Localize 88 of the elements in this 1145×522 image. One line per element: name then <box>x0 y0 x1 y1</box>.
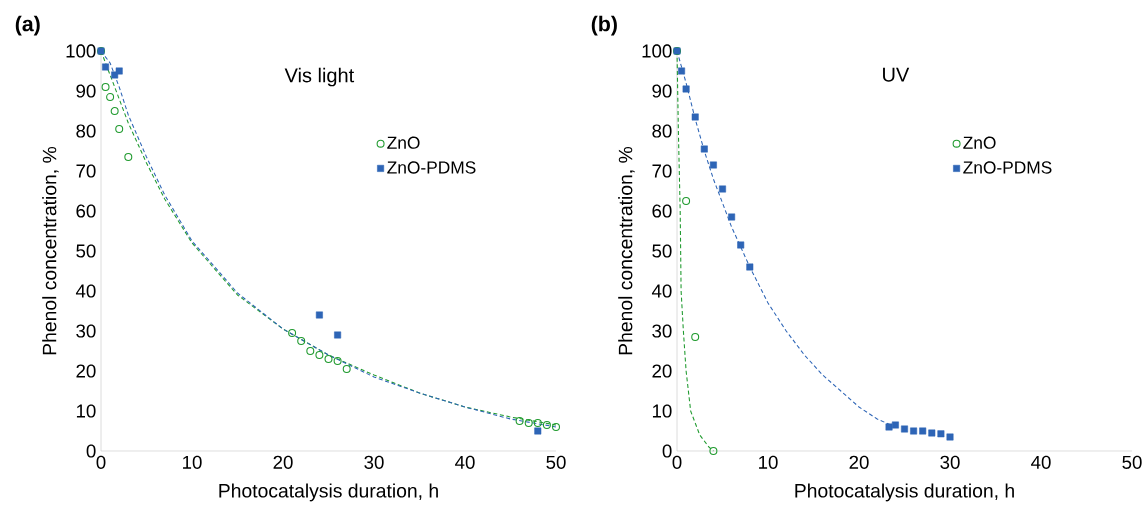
y-tick-label: 40 <box>75 284 96 298</box>
legend-label: ZnO <box>963 136 996 149</box>
y-tick-label: 0 <box>662 444 672 458</box>
point <box>682 196 691 206</box>
point <box>110 106 119 115</box>
point <box>324 354 333 364</box>
y-tick-label: 30 <box>652 324 672 338</box>
point <box>746 263 754 271</box>
point <box>297 336 306 346</box>
y-tick-label: 60 <box>76 204 96 218</box>
point <box>682 85 690 93</box>
point <box>515 417 524 426</box>
point <box>315 350 324 360</box>
x-tick-label: 20 <box>849 455 869 469</box>
x-tick-label: 10 <box>759 455 778 469</box>
legend-label: ZnO-PDMS <box>963 161 1052 174</box>
point <box>552 422 561 431</box>
y-tick-label: 90 <box>652 84 672 98</box>
point <box>115 124 124 133</box>
point <box>106 92 115 101</box>
point <box>678 67 686 75</box>
legend-label: ZnO <box>387 136 420 149</box>
x-tick-label: 50 <box>546 455 566 469</box>
point <box>891 421 899 429</box>
text: (a) <box>15 15 40 36</box>
y-tick-label: 80 <box>76 124 96 138</box>
text: Vis light <box>284 67 355 87</box>
x-tick-label: 10 <box>183 455 202 469</box>
x-tick-label: 30 <box>364 455 384 469</box>
point <box>910 427 918 435</box>
point <box>524 418 533 428</box>
point <box>728 213 736 221</box>
y-tick-label: 10 <box>652 404 672 418</box>
point <box>946 433 954 441</box>
y-axis-title: Phenol concentration, % <box>42 146 59 355</box>
y-tick-label: 50 <box>76 244 96 258</box>
point <box>709 161 717 169</box>
y-tick-label: 40 <box>651 284 672 298</box>
x-tick-label: 40 <box>455 455 475 469</box>
y-tick-label: 70 <box>652 164 672 178</box>
y-tick-label: 60 <box>652 204 672 218</box>
y-tick-label: 80 <box>652 124 672 138</box>
point <box>737 241 745 249</box>
y-tick-label: 20 <box>76 364 96 378</box>
y-tick-label: 30 <box>76 324 96 338</box>
text: UV <box>883 67 910 82</box>
point <box>937 430 945 438</box>
y-tick-label: 100 <box>66 44 96 58</box>
x-tick-label: 20 <box>273 455 293 469</box>
point <box>115 67 123 75</box>
point <box>901 425 908 433</box>
y-tick-label: 90 <box>76 84 96 98</box>
y-tick-label: 70 <box>76 164 96 178</box>
point <box>333 356 342 366</box>
point <box>885 423 893 431</box>
point <box>709 446 718 456</box>
point <box>700 145 708 153</box>
x-tick-label: 0 <box>96 455 106 469</box>
point <box>342 365 351 374</box>
point <box>315 311 323 319</box>
point <box>919 427 927 435</box>
point <box>334 331 342 339</box>
text: (b) <box>591 15 617 36</box>
point <box>102 63 110 71</box>
x-tick-label: 40 <box>1031 455 1051 469</box>
x-tick-label: 30 <box>940 455 960 469</box>
point <box>533 418 542 428</box>
legend-label: ZnO-PDMS <box>387 161 476 174</box>
point <box>719 185 726 193</box>
x-axis-title: Photocatalysis duration, h <box>219 483 438 502</box>
point <box>288 328 297 338</box>
y-axis-title: Phenol concentration, % <box>618 146 635 355</box>
y-tick-label: 50 <box>652 244 672 258</box>
point <box>534 427 542 435</box>
point <box>124 152 133 161</box>
point <box>542 421 551 430</box>
point <box>691 113 699 121</box>
point <box>101 82 110 92</box>
point <box>306 347 315 356</box>
y-tick-label: 0 <box>86 444 96 458</box>
point <box>928 429 936 437</box>
x-tick-label: 0 <box>672 455 682 469</box>
point <box>691 333 700 342</box>
x-axis-title: Photocatalysis duration, h <box>795 483 1014 502</box>
y-tick-label: 100 <box>642 44 672 58</box>
y-tick-label: 10 <box>76 404 96 418</box>
y-tick-label: 20 <box>652 364 672 378</box>
x-tick-label: 50 <box>1122 455 1142 469</box>
